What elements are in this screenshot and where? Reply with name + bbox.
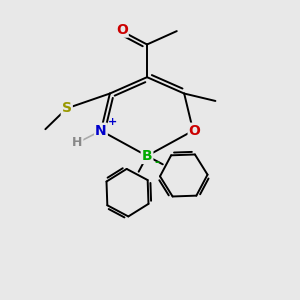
Text: B: B xyxy=(142,149,152,163)
Text: S: S xyxy=(62,101,72,116)
Text: N: N xyxy=(95,124,107,138)
Text: O: O xyxy=(189,124,200,138)
Text: H: H xyxy=(72,136,83,149)
Text: -: - xyxy=(154,156,159,169)
Text: O: O xyxy=(116,22,128,37)
Text: +: + xyxy=(108,117,117,128)
